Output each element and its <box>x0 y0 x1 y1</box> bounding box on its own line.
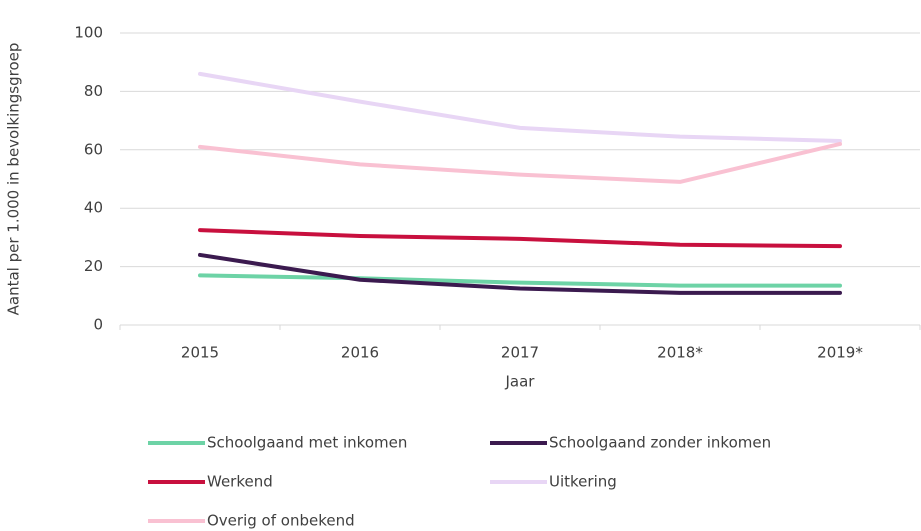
series-line <box>198 252 842 295</box>
x-tick-label: 2015 <box>181 344 219 362</box>
x-tick-label: 2019* <box>817 344 863 362</box>
legend-label: Uitkering <box>549 473 617 491</box>
y-tick-label: 0 <box>93 316 103 334</box>
series-line <box>198 273 842 288</box>
x-tick-label: 2018* <box>657 344 703 362</box>
x-tick-label: 2017 <box>501 344 539 362</box>
y-axis-title: Aantal per 1.000 in bevolkingsgroep <box>5 43 23 316</box>
y-tick-label: 20 <box>84 257 103 275</box>
series-line <box>198 228 842 249</box>
legend-label: Schoolgaand met inkomen <box>207 434 407 452</box>
x-axis-title: Jaar <box>505 373 536 391</box>
legend-label: Werkend <box>207 473 273 491</box>
x-tick-label: 2016 <box>341 344 379 362</box>
y-tick-label: 60 <box>84 140 103 158</box>
y-tick-label: 40 <box>84 199 103 217</box>
legend-label: Schoolgaand zonder inkomen <box>549 434 771 452</box>
series-line <box>198 141 842 184</box>
y-tick-label: 80 <box>84 82 103 100</box>
y-tick-label: 100 <box>74 24 103 42</box>
legend-label: Overig of onbekend <box>207 512 355 530</box>
series-line <box>198 71 842 144</box>
